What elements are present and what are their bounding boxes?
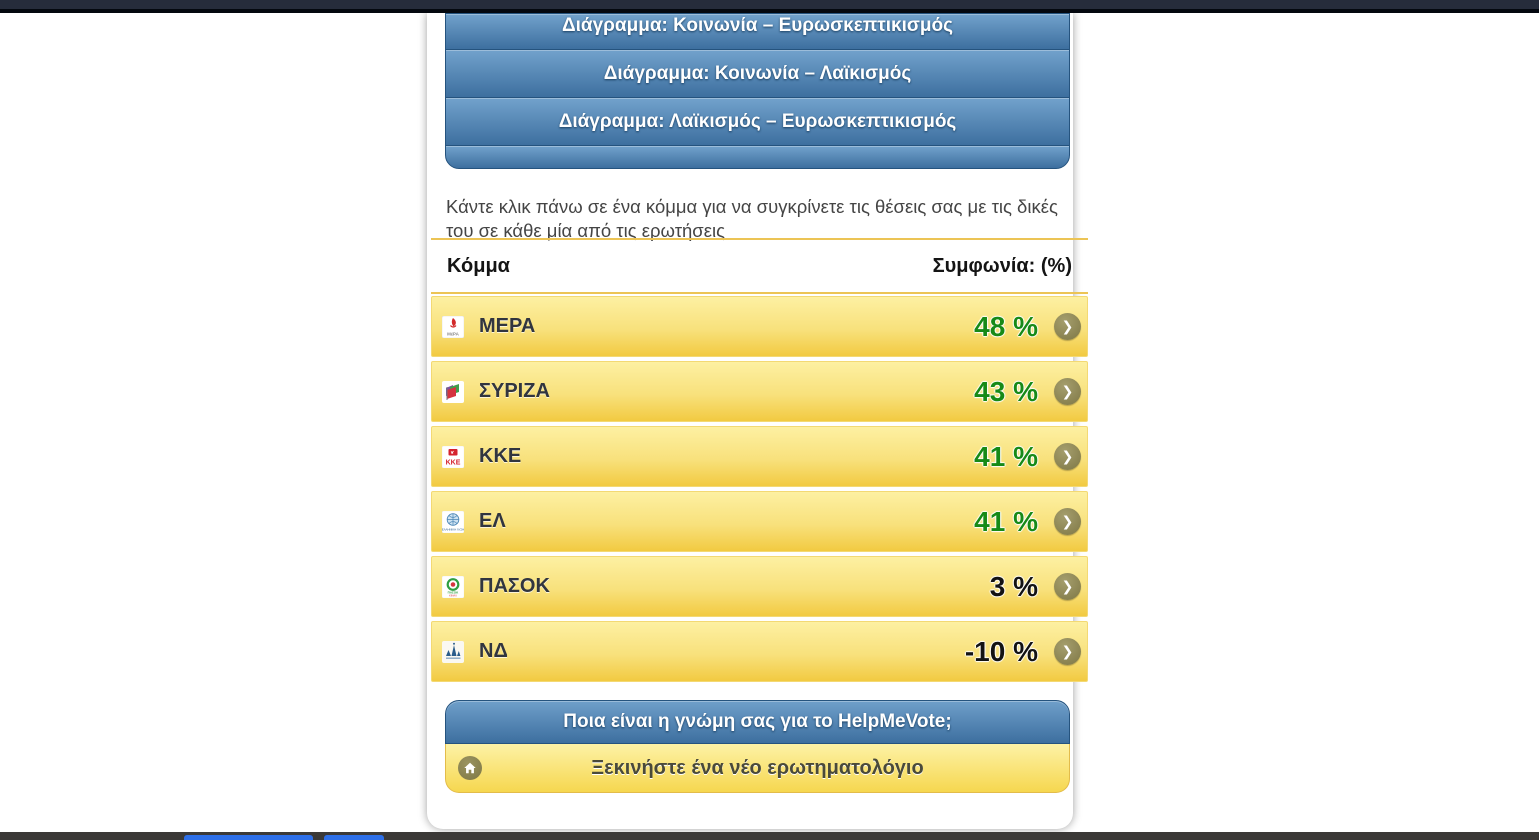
instruction-text: Κάντε κλικ πάνω σε ένα κόμμα για να συγκ… bbox=[446, 196, 1058, 241]
bottom-bar bbox=[0, 832, 1539, 840]
chart-button-society-populism[interactable]: Διάγραμμα: Κοινωνία – Λαϊκισμός bbox=[445, 49, 1070, 98]
party-row-nd[interactable]: ΝΔ -10 % ❯ bbox=[431, 621, 1088, 682]
party-name: ΣΥΡΙΖΑ bbox=[479, 380, 550, 402]
footer-buttons-group: Ποια είναι η γνώμη σας για το HelpMeVote… bbox=[445, 700, 1070, 793]
agreement-value: 41 % bbox=[974, 505, 1038, 537]
nd-logo bbox=[442, 640, 464, 663]
svg-text:ΜέΡΑ: ΜέΡΑ bbox=[447, 331, 459, 336]
agreement-value: 3 % bbox=[989, 570, 1038, 602]
svg-text:KKE: KKE bbox=[446, 459, 461, 466]
top-bar-upper bbox=[0, 0, 1539, 9]
chevron-right-icon[interactable]: ❯ bbox=[1054, 378, 1081, 405]
chevron-right-icon[interactable]: ❯ bbox=[1054, 508, 1081, 535]
party-name: ΕΛ bbox=[479, 510, 506, 532]
party-name: ΚΚΕ bbox=[479, 445, 522, 467]
results-table: Κόμμα Συμφωνία: (%) ΜέΡΑ ΜΕΡΑ 48 % ❯ ΣΥΡ… bbox=[431, 238, 1088, 682]
top-bar-lower bbox=[0, 9, 1539, 13]
chevron-right-icon[interactable]: ❯ bbox=[1054, 313, 1081, 340]
chart-button-populism-euroscepticism[interactable]: Διάγραμμα: Λαϊκισμός – Ευρωσκεπτικισμός bbox=[445, 97, 1070, 146]
mera-logo: ΜέΡΑ bbox=[442, 315, 464, 338]
agreement-value: 48 % bbox=[974, 310, 1038, 342]
feedback-button[interactable]: Ποια είναι η γνώμη σας για το HelpMeVote… bbox=[445, 700, 1070, 744]
top-bar bbox=[0, 0, 1539, 13]
results-card: Διάγραμμα: Κοινωνία – Ευρωσκεπτικισμός Δ… bbox=[427, 13, 1088, 829]
pasok-logo: ΠΑΣΟΚ ΚΙΝΑΛ bbox=[442, 575, 464, 598]
el-logo: ΕΛΛΗΝΙΚΗ ΛΥΣΗ bbox=[442, 510, 464, 533]
party-row-kke[interactable]: KKE ΚΚΕ 41 % ❯ bbox=[431, 426, 1088, 487]
chevron-right-icon[interactable]: ❯ bbox=[1054, 638, 1081, 665]
home-icon bbox=[458, 756, 482, 780]
syriza-logo bbox=[442, 380, 464, 403]
party-row-el[interactable]: ΕΛΛΗΝΙΚΗ ΛΥΣΗ ΕΛ 41 % ❯ bbox=[431, 491, 1088, 552]
party-row-syriza[interactable]: ΣΥΡΙΖΑ 43 % ❯ bbox=[431, 361, 1088, 422]
party-name: ΝΔ bbox=[479, 640, 508, 662]
chevron-right-icon[interactable]: ❯ bbox=[1054, 443, 1081, 470]
party-row-pasok[interactable]: ΠΑΣΟΚ ΚΙΝΑΛ ΠΑΣΟΚ 3 % ❯ bbox=[431, 556, 1088, 617]
kke-logo: KKE bbox=[442, 445, 464, 468]
chart-button-extra[interactable] bbox=[445, 145, 1070, 169]
peek-button-2[interactable] bbox=[324, 835, 384, 840]
chevron-right-icon[interactable]: ❯ bbox=[1054, 573, 1081, 600]
agreement-value: -10 % bbox=[964, 635, 1038, 667]
agreement-value: 41 % bbox=[974, 440, 1038, 472]
table-header: Κόμμα Συμφωνία: (%) bbox=[431, 238, 1088, 294]
party-name: ΠΑΣΟΚ bbox=[479, 575, 550, 597]
party-row-mera[interactable]: ΜέΡΑ ΜΕΡΑ 48 % ❯ bbox=[431, 296, 1088, 357]
svg-text:ΠΑΣΟΚ: ΠΑΣΟΚ bbox=[448, 590, 459, 594]
restart-button-label: Ξεκινήστε ένα νέο ερωτηματολόγιο bbox=[591, 756, 924, 779]
peek-button-1[interactable] bbox=[184, 835, 313, 840]
restart-questionnaire-button[interactable]: Ξεκινήστε ένα νέο ερωτηματολόγιο bbox=[445, 744, 1070, 793]
party-list: ΜέΡΑ ΜΕΡΑ 48 % ❯ ΣΥΡΙΖΑ 43 % ❯ KKE ΚΚΕ 4 bbox=[431, 296, 1088, 682]
column-header-agreement: Συμφωνία: (%) bbox=[932, 254, 1072, 277]
agreement-value: 43 % bbox=[974, 375, 1038, 407]
chart-buttons-group: Διάγραμμα: Κοινωνία – Ευρωσκεπτικισμός Δ… bbox=[445, 13, 1070, 169]
svg-text:ΕΛΛΗΝΙΚΗ ΛΥΣΗ: ΕΛΛΗΝΙΚΗ ΛΥΣΗ bbox=[442, 527, 464, 531]
svg-text:ΚΙΝΑΛ: ΚΙΝΑΛ bbox=[449, 593, 457, 597]
party-name: ΜΕΡΑ bbox=[479, 315, 536, 337]
column-header-party: Κόμμα bbox=[447, 254, 510, 277]
chart-button-society-euroscepticism[interactable]: Διάγραμμα: Κοινωνία – Ευρωσκεπτικισμός bbox=[445, 13, 1070, 50]
